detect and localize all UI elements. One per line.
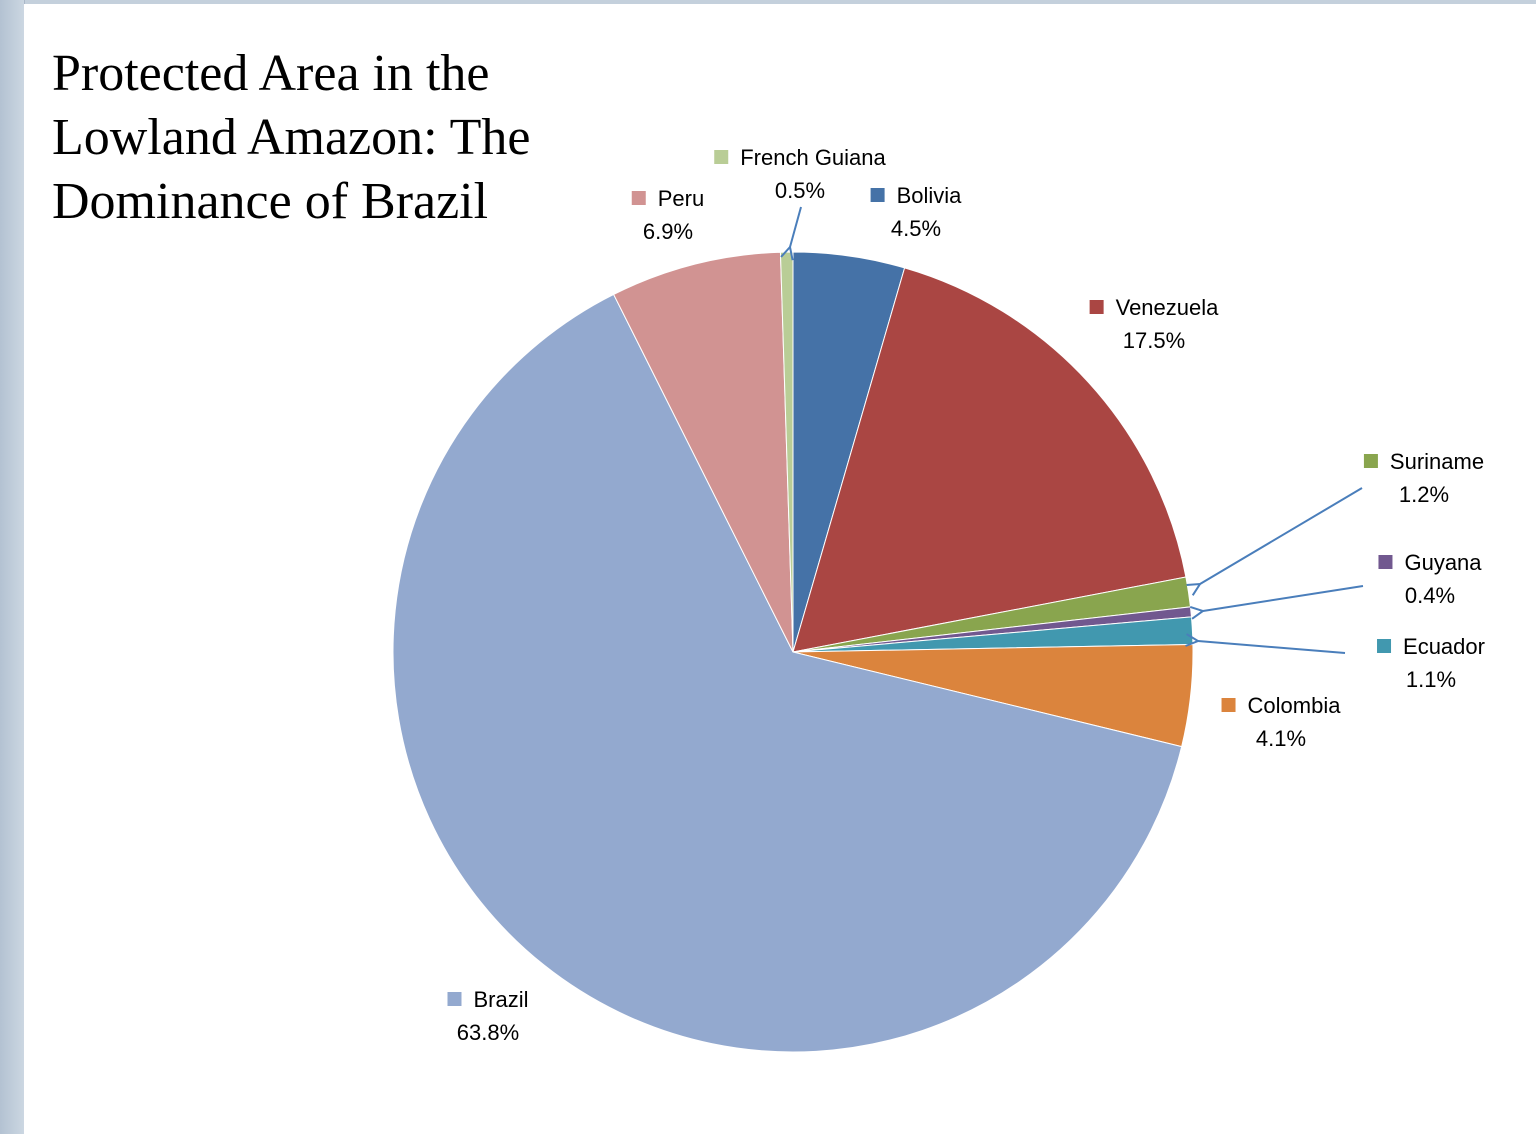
data-label-name: Bolivia: [897, 183, 963, 208]
data-label-value: 63.8%: [457, 1020, 519, 1045]
leader-lines: [790, 206, 1364, 654]
data-label-peru: Peru 6.9%: [631, 186, 704, 244]
leader-line-french-guiana: [790, 206, 802, 247]
data-label-value: 1.2%: [1399, 482, 1449, 507]
data-label-venezuela: Venezuela 17.5%: [1089, 295, 1220, 353]
data-label-name: Guyana: [1404, 550, 1482, 575]
legend-swatch-ecuador: [1377, 639, 1392, 653]
legend-swatch-brazil: [447, 992, 462, 1006]
data-label-name: Venezuela: [1116, 295, 1220, 320]
data-label-french-guiana: French Guiana 0.5%: [714, 145, 887, 203]
data-label-value: 0.4%: [1405, 583, 1455, 608]
data-label-suriname: Suriname 1.2%: [1363, 449, 1484, 507]
data-label-name: Suriname: [1390, 449, 1484, 474]
data-label-name: Colombia: [1248, 693, 1342, 718]
pie-slices: [392, 251, 1194, 1053]
data-label-name: French Guiana: [740, 145, 886, 170]
data-label-guyana: Guyana 0.4%: [1378, 550, 1482, 608]
data-label-value: 1.1%: [1406, 667, 1456, 692]
leader-line-suriname: [1200, 487, 1363, 584]
data-label-bolivia: Bolivia 4.5%: [870, 183, 963, 241]
data-labels: Bolivia 4.5% Venezuela 17.5% Suriname 1.2% Guy…: [447, 145, 1485, 1045]
data-label-name: Ecuador: [1403, 634, 1485, 659]
legend-swatch-french-guiana: [714, 150, 729, 164]
data-label-value: 17.5%: [1123, 328, 1185, 353]
data-label-ecuador: Ecuador 1.1%: [1377, 634, 1485, 692]
data-label-value: 6.9%: [643, 219, 693, 244]
leader-line-ecuador: [1198, 641, 1346, 654]
pie-slice-brazil: [392, 293, 1183, 1053]
legend-swatch-colombia: [1221, 698, 1236, 712]
data-label-name: Brazil: [473, 987, 528, 1012]
data-label-brazil: Brazil 63.8%: [447, 987, 529, 1045]
legend-swatch-venezuela: [1089, 300, 1104, 314]
leader-line-guyana: [1203, 585, 1364, 611]
data-label-value: 0.5%: [775, 178, 825, 203]
legend-swatch-suriname: [1363, 454, 1378, 468]
pie-slice-venezuela: [792, 267, 1187, 653]
data-label-value: 4.5%: [891, 216, 941, 241]
data-label-value: 4.1%: [1256, 726, 1306, 751]
legend-swatch-bolivia: [870, 188, 885, 202]
pie-slice-peru: [612, 251, 794, 653]
data-label-name: Peru: [658, 186, 704, 211]
chart-title: Protected Area in the Lowland Amazon: Th…: [52, 45, 531, 230]
legend-swatch-guyana: [1378, 555, 1393, 569]
legend-swatch-peru: [631, 191, 646, 205]
data-label-colombia: Colombia 4.1%: [1221, 693, 1342, 751]
